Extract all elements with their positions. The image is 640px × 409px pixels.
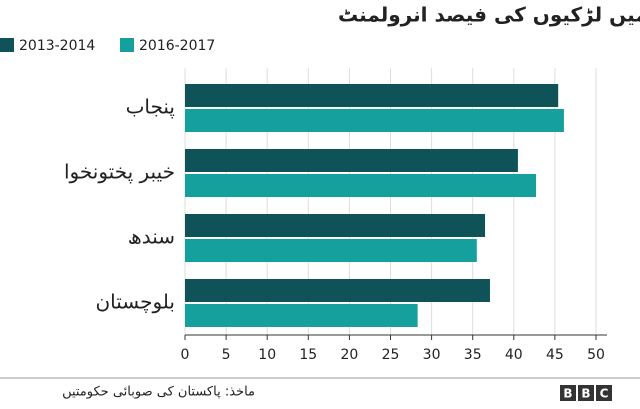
bar	[185, 279, 490, 302]
logo-box	[560, 385, 576, 401]
bar	[185, 174, 536, 197]
logo-box	[596, 385, 612, 401]
x-tick-label: 20	[340, 347, 358, 363]
bar	[185, 149, 518, 172]
x-tick-label: 35	[464, 347, 482, 363]
x-tick-label: 0	[181, 347, 190, 363]
x-tick-label: 50	[587, 347, 605, 363]
chart-title: صوبوں میں لڑکیوں کی فیصد انرولمنٹ	[338, 3, 640, 27]
x-tick-label: 5	[222, 347, 231, 363]
legend-swatch	[0, 38, 14, 52]
logo-letter: C	[600, 387, 609, 401]
logo-letter: B	[581, 387, 590, 401]
x-tick-label: 15	[299, 347, 317, 363]
category-label: بلوچستان	[95, 290, 175, 314]
legend-label: 2016-2017	[139, 38, 215, 54]
bar	[185, 84, 559, 107]
x-tick-label: 45	[546, 347, 564, 363]
x-tick-label: 25	[382, 347, 400, 363]
category-label: پنجاب	[126, 95, 175, 120]
source: ماخذ: پاکستان کی صوبائی حکومتیں	[62, 385, 255, 400]
bar	[185, 304, 418, 327]
x-tick-label: 40	[505, 347, 523, 363]
x-tick-label: 10	[258, 347, 276, 363]
bar	[185, 214, 486, 237]
x-tick-label: 30	[423, 347, 441, 363]
bar	[185, 109, 564, 132]
bar	[185, 239, 477, 262]
legend-label: 2013-2014	[19, 38, 95, 54]
category-label: سندھ	[128, 225, 175, 249]
logo-letter: B	[563, 387, 572, 401]
legend-swatch	[120, 38, 134, 52]
logo-box	[578, 385, 594, 401]
category-label: خیبر پختونخوا	[64, 160, 175, 185]
